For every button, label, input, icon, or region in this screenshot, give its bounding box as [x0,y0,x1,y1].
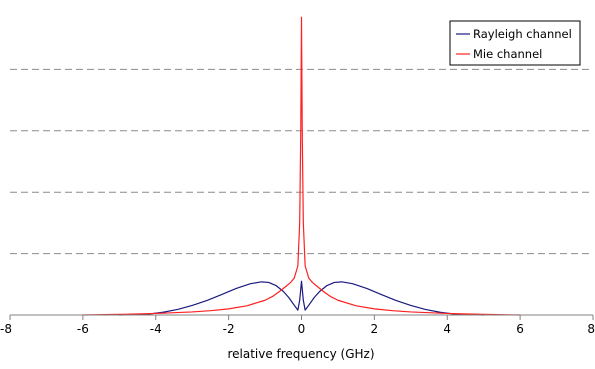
x-tick-label: 8 [587,322,595,336]
legend-label-rayleigh: Rayleigh channel [473,27,572,41]
x-tick-label: -4 [150,322,162,336]
x-tick-label: 2 [371,322,379,336]
series-line-mie [82,16,521,316]
x-axis-title: relative frequency (GHz) [227,347,374,361]
x-tick-label: 6 [516,322,524,336]
x-tick-label: 4 [443,322,451,336]
series-layer [82,16,521,316]
series-line-rayleigh [119,280,484,316]
x-tick-labels: -8 -6 -4 -2 0 2 4 6 8 [0,315,595,336]
x-tick-label: 0 [298,322,306,336]
x-tick-label: -2 [223,322,235,336]
x-tick-label: -8 [0,322,12,336]
legend: Rayleigh channel Mie channel [449,20,581,66]
x-tick-label: -6 [77,322,89,336]
legend-label-mie: Mie channel [473,47,542,61]
legend-box [449,20,581,66]
